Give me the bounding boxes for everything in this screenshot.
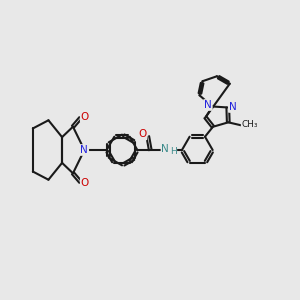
Text: N: N — [80, 145, 88, 155]
Text: N: N — [204, 100, 212, 110]
Text: CH₃: CH₃ — [242, 120, 258, 129]
Text: N: N — [229, 102, 237, 112]
Text: N: N — [161, 144, 169, 154]
Text: H: H — [170, 147, 176, 156]
Text: O: O — [81, 178, 89, 188]
Text: O: O — [81, 112, 89, 122]
Text: O: O — [138, 129, 146, 140]
